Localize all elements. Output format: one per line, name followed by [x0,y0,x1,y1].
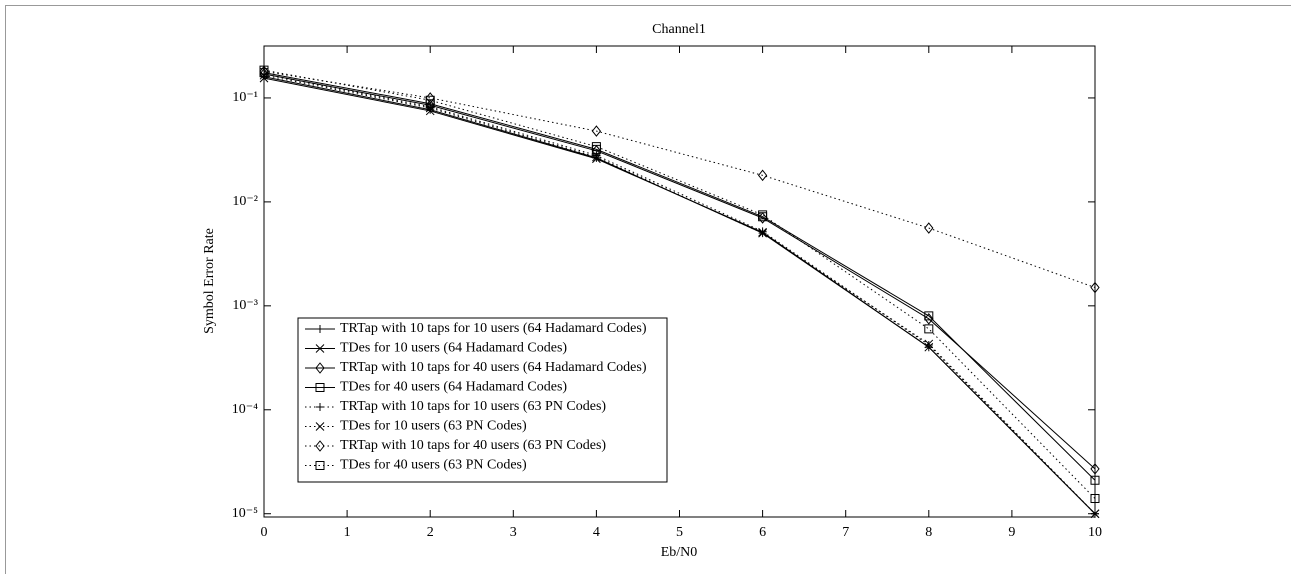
legend-label: TRTap with 10 taps for 10 users (64 Hada… [340,321,647,336]
marker [924,340,933,349]
marker [315,383,325,392]
series-line [263,73,1096,515]
legend-label: TDes for 10 users (64 Hadamard Codes) [340,341,567,356]
marker [758,228,767,238]
x-tick-label: 4 [593,525,600,540]
marker [924,313,934,325]
marker [315,422,325,431]
marker [1090,494,1100,504]
series-line [263,69,1096,499]
marker [1090,509,1100,519]
marker [591,142,601,152]
x-tick-label: 2 [427,525,434,540]
marker [924,311,934,321]
marker [259,65,269,75]
legend-box [297,317,668,483]
marker [316,325,324,333]
figure-frame [5,5,1291,574]
marker [316,403,324,411]
legend-label: TDes for 40 users (64 Hadamard Codes) [340,380,567,395]
y-tick-label: 10⁻⁵ [232,506,258,521]
marker [425,95,435,105]
y-tick-label: 10⁻² [232,194,258,209]
y-tick-label: 10⁻³ [232,298,258,313]
marker [924,222,934,234]
marker [425,99,435,109]
x-tick-label: 1 [344,525,351,540]
marker [425,103,435,113]
x-tick-label: 8 [925,525,932,540]
marker [758,210,768,220]
legend: TRTap with 10 taps for 10 users (64 Hada… [297,317,668,483]
x-tick-label: 0 [261,525,268,540]
x-axis-label: Eb/N0 [661,545,698,560]
x-tick-label: 6 [759,525,766,540]
marker [315,362,325,374]
marker [924,339,934,349]
legend-label: TRTap with 10 taps for 10 users (63 PN C… [340,399,606,414]
legend-label: TDes for 40 users (63 PN Codes) [340,458,527,473]
marker [1090,475,1100,485]
series-line [263,70,1096,288]
marker [1090,281,1100,294]
marker [259,65,269,78]
y-axis-label: Symbol Error Rate [202,228,217,334]
x-tick-label: 7 [842,525,849,540]
x-tick-label: 5 [676,525,683,540]
series-line [263,77,1096,515]
marker [591,125,602,137]
legend-label: TRTap with 10 taps for 40 users (63 PN C… [340,438,606,453]
marker [757,212,768,224]
marker [1090,463,1100,475]
marker [592,151,601,160]
chart-title: Channel1 [652,22,706,37]
x-tick-label: 10 [1088,525,1102,540]
x-tick-label: 3 [510,525,517,540]
marker [592,152,601,162]
marker [757,169,768,182]
marker [315,440,325,452]
y-tick-label: 10⁻¹ [232,90,258,105]
marker [315,461,325,470]
legend-label: TDes for 10 users (63 PN Codes) [340,419,527,434]
y-tick-label: 10⁻⁴ [232,402,258,417]
x-tick-label: 9 [1008,525,1015,540]
series-line [263,72,1096,481]
marker [924,324,934,334]
marker [315,344,325,353]
legend-label: TRTap with 10 taps for 40 users (64 Hada… [340,360,647,375]
